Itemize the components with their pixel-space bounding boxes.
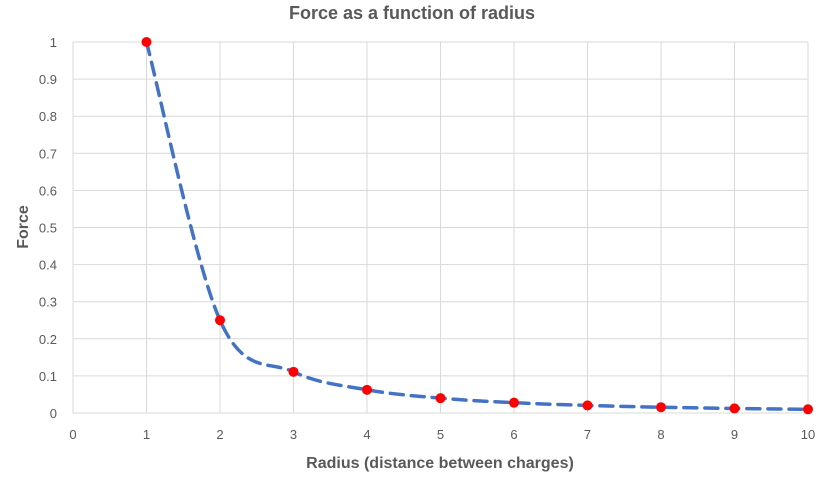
trendline xyxy=(144,40,810,412)
x-tick-label: 9 xyxy=(731,427,738,442)
y-tick-label: 0.1 xyxy=(39,369,57,384)
x-tick-label: 4 xyxy=(363,427,370,442)
data-point xyxy=(288,366,299,377)
x-tick-label: 1 xyxy=(143,427,150,442)
x-tick-label: 8 xyxy=(657,427,664,442)
x-tick-label: 6 xyxy=(510,427,517,442)
y-tick-label: 0.8 xyxy=(39,109,57,124)
x-axis-ticks: 0 1 2 3 4 5 6 7 8 9 10 xyxy=(69,427,815,442)
x-axis-title: Radius (distance between charges) xyxy=(306,455,574,472)
x-tick-label: 0 xyxy=(69,427,76,442)
x-tick-label: 7 xyxy=(584,427,591,442)
x-tick-label: 2 xyxy=(216,427,223,442)
y-axis-title: Force xyxy=(15,205,32,249)
data-point xyxy=(582,400,593,411)
data-point xyxy=(729,403,740,414)
y-tick-label: 1 xyxy=(50,35,57,50)
y-axis-ticks: 0 0.1 0.2 0.3 0.4 0.5 0.6 0.7 0.8 0.9 1 xyxy=(39,35,57,421)
data-point xyxy=(215,315,225,326)
data-point xyxy=(803,404,813,415)
data-point xyxy=(656,402,666,413)
y-tick-label: 0.2 xyxy=(39,332,57,347)
x-tick-label: 3 xyxy=(290,427,297,442)
grid-lines xyxy=(72,41,809,414)
y-tick-label: 0.3 xyxy=(39,295,57,310)
y-tick-label: 0.9 xyxy=(39,72,57,87)
data-points xyxy=(141,37,813,415)
chart-title: Force as a function of radius xyxy=(289,3,535,23)
x-tick-label: 10 xyxy=(801,427,815,442)
y-tick-label: 0 xyxy=(50,406,57,421)
data-point xyxy=(435,393,446,404)
y-tick-label: 0.7 xyxy=(39,146,57,161)
y-tick-label: 0.5 xyxy=(39,221,57,236)
y-tick-label: 0.4 xyxy=(39,258,57,273)
data-point xyxy=(362,384,372,395)
x-tick-label: 5 xyxy=(437,427,444,442)
data-point xyxy=(509,397,519,408)
data-point xyxy=(141,37,152,47)
y-tick-label: 0.6 xyxy=(39,183,57,198)
